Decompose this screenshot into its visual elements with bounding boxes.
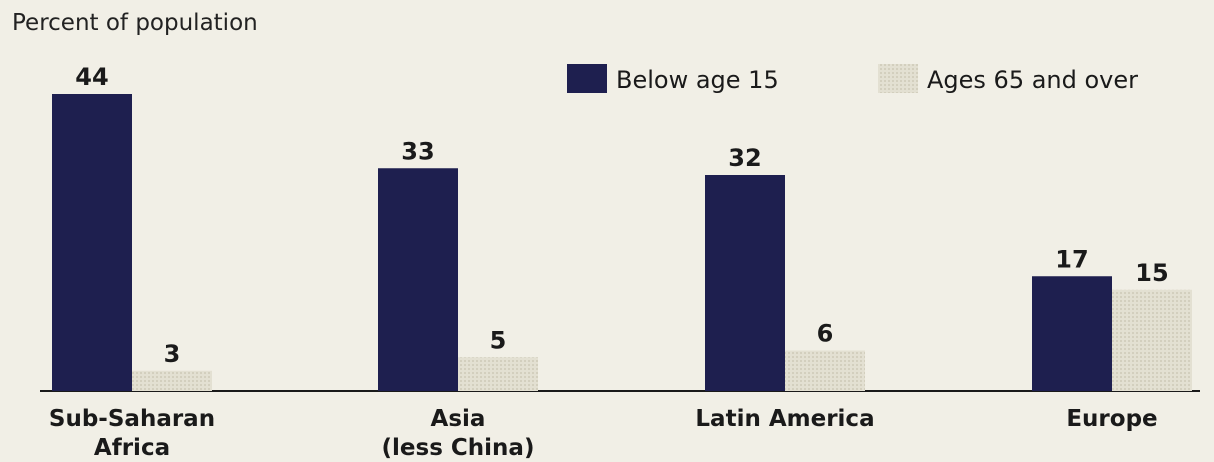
legend-label-below-age-15: Below age 15	[616, 66, 779, 94]
legend-swatch-below-age-15	[567, 64, 607, 93]
category-label-sub-saharan: Sub-Saharan	[49, 406, 215, 432]
value-label-ages-65-and-over-europe: 15	[1135, 259, 1168, 287]
bar-below-age-15-europe	[1032, 276, 1112, 391]
category-label-asia: Asia	[431, 406, 486, 432]
value-label-below-age-15-latin-america: 32	[728, 144, 761, 172]
bar-below-age-15-sub-saharan	[52, 94, 132, 391]
y-axis-label: Percent of population	[12, 10, 258, 36]
category-labels: Sub-Saharan Africa Asia (less China) Latin A…	[49, 406, 1158, 461]
category-label-asia-line2: (less China)	[382, 435, 535, 461]
value-label-ages-65-and-over-latin-america: 6	[817, 320, 834, 348]
bars	[52, 94, 1192, 391]
bar-ages-65-and-over-sub-saharan	[132, 370, 212, 391]
bar-ages-65-and-over-asia	[458, 357, 538, 391]
category-label-sub-saharan-line2: Africa	[94, 435, 170, 461]
value-label-ages-65-and-over-sub-saharan: 3	[164, 340, 181, 368]
category-label-latin-america: Latin America	[695, 406, 874, 432]
value-label-below-age-15-asia: 33	[401, 137, 434, 165]
bar-below-age-15-latin-america	[705, 175, 785, 391]
value-label-ages-65-and-over-asia: 5	[490, 326, 507, 354]
bar-ages-65-and-over-europe	[1112, 289, 1192, 391]
legend-swatch-ages-65-and-over	[878, 64, 918, 93]
value-label-below-age-15-sub-saharan: 44	[75, 63, 108, 91]
legend: Below age 15 Ages 65 and over	[567, 64, 1138, 94]
value-label-below-age-15-europe: 17	[1055, 245, 1088, 273]
value-labels: 44 33 32 17 3 5 6 15	[75, 63, 1168, 368]
bar-ages-65-and-over-latin-america	[785, 350, 865, 391]
category-label-europe: Europe	[1066, 406, 1157, 432]
legend-label-ages-65-and-over: Ages 65 and over	[927, 66, 1138, 94]
bar-below-age-15-asia	[378, 168, 458, 391]
